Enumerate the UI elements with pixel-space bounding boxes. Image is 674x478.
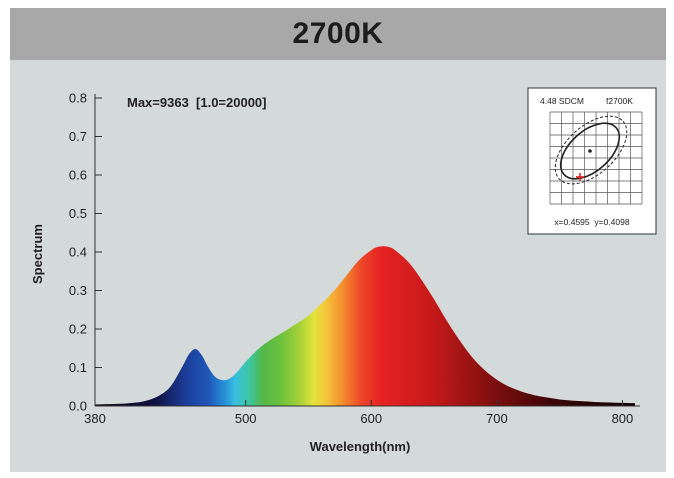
- inset-grid: [549, 111, 643, 205]
- y-tick-label: 0.0: [69, 399, 87, 414]
- macadam-ellipse: [559, 122, 621, 180]
- y-tick-label: 0.4: [69, 245, 87, 260]
- plot-area: [95, 246, 635, 406]
- y-tick-label: 0.8: [69, 91, 87, 106]
- measured-point-marker: [576, 173, 584, 181]
- chromaticity-inset: 4.48 SDCM f2700K x=0.4595 y=0.4098: [527, 87, 657, 235]
- sdcm-label: 4.48 SDCM: [540, 96, 584, 106]
- center-dot: [588, 149, 592, 153]
- spectrum-area: [95, 246, 635, 406]
- y-tick-label: 0.3: [69, 283, 87, 298]
- chart-panel: 2700K: [10, 8, 666, 472]
- x-tick-label: 600: [360, 411, 382, 426]
- inset-frame: [527, 87, 657, 235]
- x-tick-label: 800: [612, 411, 634, 426]
- y-tick-label: 0.2: [69, 322, 87, 337]
- chart-title: 2700K: [292, 17, 384, 50]
- y-tick-label: 0.6: [69, 168, 87, 183]
- x-tick-label: 380: [84, 411, 106, 426]
- x-tick-label: 500: [235, 411, 257, 426]
- y-tick-label: 0.1: [69, 360, 87, 375]
- y-tick-label: 0.7: [69, 129, 87, 144]
- max-annotation: Max=9363 [1.0=20000]: [127, 95, 267, 110]
- y-axis-label: Spectrum: [30, 224, 45, 284]
- y-tick-label: 0.5: [69, 206, 87, 221]
- spectrum-chart: 0.0 0.1 0.2 0.3 0.4 0.5 0.6 0.7 0.8 380 500 600 700 8…: [30, 87, 657, 454]
- x-axis-label: Wavelength(nm): [310, 439, 411, 454]
- axes: 0.0 0.1 0.2 0.3 0.4 0.5 0.6 0.7 0.8 380 500 600 700 8…: [69, 91, 640, 426]
- coords-label: x=0.4595 y=0.4098: [554, 217, 629, 227]
- cct-label: f2700K: [606, 96, 633, 106]
- title-bar: 2700K: [10, 8, 666, 60]
- x-tick-label: 700: [486, 411, 508, 426]
